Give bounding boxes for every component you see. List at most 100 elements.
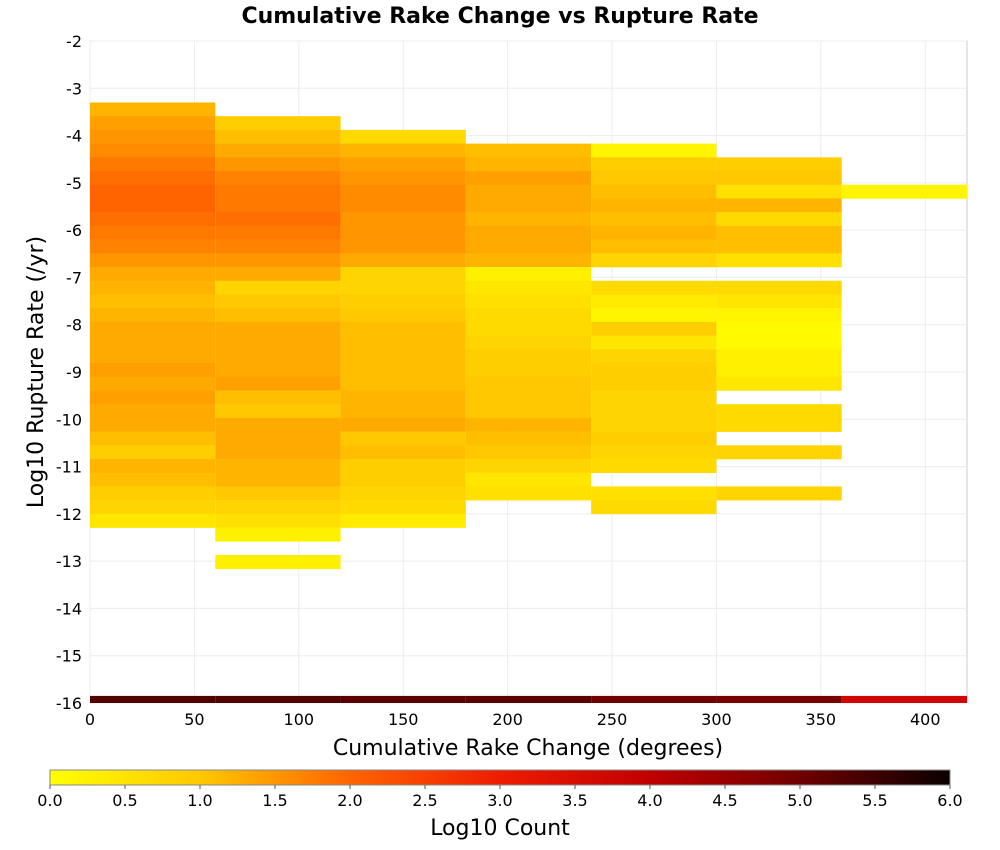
heatmap-cell	[716, 171, 842, 186]
heatmap-cell	[716, 225, 842, 240]
x-axis-label: Cumulative Rake Change (degrees)	[333, 736, 723, 761]
heatmap-cell	[591, 212, 717, 227]
heatmap-cell	[465, 143, 592, 158]
heatmap-cell	[215, 459, 341, 474]
heatmap-cell	[340, 294, 466, 309]
heatmap-cell	[465, 198, 592, 213]
heatmap-cell	[591, 321, 717, 336]
y-tick-label: -6	[66, 221, 82, 240]
y-axis-label: Log10 Rupture Rate (/yr)	[24, 236, 49, 508]
heatmap-cell	[90, 390, 216, 405]
heatmap-cell	[465, 417, 592, 432]
heatmap-cell	[90, 294, 216, 309]
heatmap-cell	[215, 184, 341, 199]
heatmap-cell	[90, 171, 216, 186]
heatmap-cell-bottom	[90, 695, 216, 703]
heatmap-cell	[90, 212, 216, 227]
heatmap-cell	[340, 157, 466, 172]
heatmap-cell	[90, 308, 216, 323]
heatmap-cell	[90, 404, 216, 419]
heatmap-cell-bottom	[841, 695, 967, 703]
colorbar-tick-label: 6.0	[937, 791, 962, 810]
heatmap-cell-bottom	[340, 695, 466, 703]
heatmap-cell	[90, 445, 216, 460]
heatmap-cell	[215, 129, 341, 144]
y-tick-label: -13	[56, 552, 82, 571]
colorbar-tick-label: 1.0	[187, 791, 212, 810]
heatmap-cell	[591, 225, 717, 240]
heatmap-cell	[215, 486, 341, 501]
heatmap-cell	[716, 335, 842, 350]
heatmap-cell	[465, 212, 592, 227]
heatmap-cell	[340, 225, 466, 240]
heatmap-cell	[716, 239, 842, 254]
colorbar-tick-label: 4.0	[637, 791, 662, 810]
heatmap-cell	[340, 184, 466, 199]
heatmap-cell	[716, 212, 842, 227]
heatmap-cell	[591, 431, 717, 446]
heatmap-cell-bottom	[591, 695, 717, 703]
heatmap-cell	[465, 363, 592, 378]
heatmap-cell	[716, 157, 842, 172]
x-tick-label: 300	[701, 710, 732, 729]
heatmap-cell	[215, 390, 341, 405]
colorbar-ticks: 0.0 0.5 1.0 1.5 2.0 2.5 3.0 3.5 4.0 4.5 5.0 5.5 6.0	[37, 785, 963, 810]
heatmap-cell	[716, 417, 842, 432]
heatmap-cell	[90, 267, 216, 282]
heatmap-cell	[465, 472, 592, 487]
x-tick-label: 0	[85, 710, 95, 729]
heatmap-cell	[340, 129, 466, 144]
heatmap-cell	[340, 459, 466, 474]
heatmap-cell	[465, 459, 592, 474]
y-tick-label: -16	[56, 694, 82, 713]
heatmap-cell	[340, 363, 466, 378]
heatmap-cell	[591, 486, 717, 501]
heatmap-cell	[716, 445, 842, 460]
colorbar-tick-label: 5.0	[787, 791, 812, 810]
heatmap-cell	[716, 308, 842, 323]
x-tick-label: 150	[388, 710, 419, 729]
y-tick-label: -2	[66, 32, 82, 51]
heatmap-cell	[340, 239, 466, 254]
heatmap-cell	[465, 280, 592, 295]
heatmap-cell	[465, 294, 592, 309]
heatmap-cell	[340, 321, 466, 336]
heatmap-cell	[591, 280, 717, 295]
heatmap-cell	[215, 212, 341, 227]
heatmap-cell-bottom	[215, 695, 341, 703]
heatmap-cell	[340, 143, 466, 158]
heatmap-cell	[340, 308, 466, 323]
heatmap-cell	[90, 486, 216, 501]
heatmap-cell	[591, 417, 717, 432]
heatmap-cell	[591, 459, 717, 474]
heatmap-cell	[340, 431, 466, 446]
colorbar-tick-label: 2.0	[337, 791, 362, 810]
heatmap-cell	[591, 294, 717, 309]
heatmap-cell	[340, 198, 466, 213]
heatmap-cell	[465, 267, 592, 282]
heatmap-cell	[591, 376, 717, 391]
x-tick-label: 200	[492, 710, 523, 729]
colorbar-tick-label: 5.5	[862, 791, 887, 810]
heatmap-cell	[465, 184, 592, 199]
heatmap-cell	[591, 445, 717, 460]
heatmap-cell	[841, 184, 967, 199]
heatmap-cell	[465, 390, 592, 405]
chart-title: Cumulative Rake Change vs Rupture Rate	[241, 4, 758, 29]
heatmap-cell	[591, 349, 717, 364]
heatmap-cell	[591, 184, 717, 199]
heatmap-cell	[215, 157, 341, 172]
heatmap-cell	[90, 335, 216, 350]
x-tick-label: 100	[284, 710, 315, 729]
heatmap-cell	[465, 157, 592, 172]
heatmap-cell	[591, 308, 717, 323]
heatmap-cell	[215, 417, 341, 432]
heatmap-cell	[340, 349, 466, 364]
heatmap-cell	[90, 143, 216, 158]
heatmap-cell	[90, 349, 216, 364]
heatmap-cell	[716, 198, 842, 213]
heatmap-cell	[90, 513, 216, 528]
heatmap-cell-bottom	[465, 695, 592, 703]
heatmap-cell	[90, 239, 216, 254]
heatmap-cell	[90, 198, 216, 213]
